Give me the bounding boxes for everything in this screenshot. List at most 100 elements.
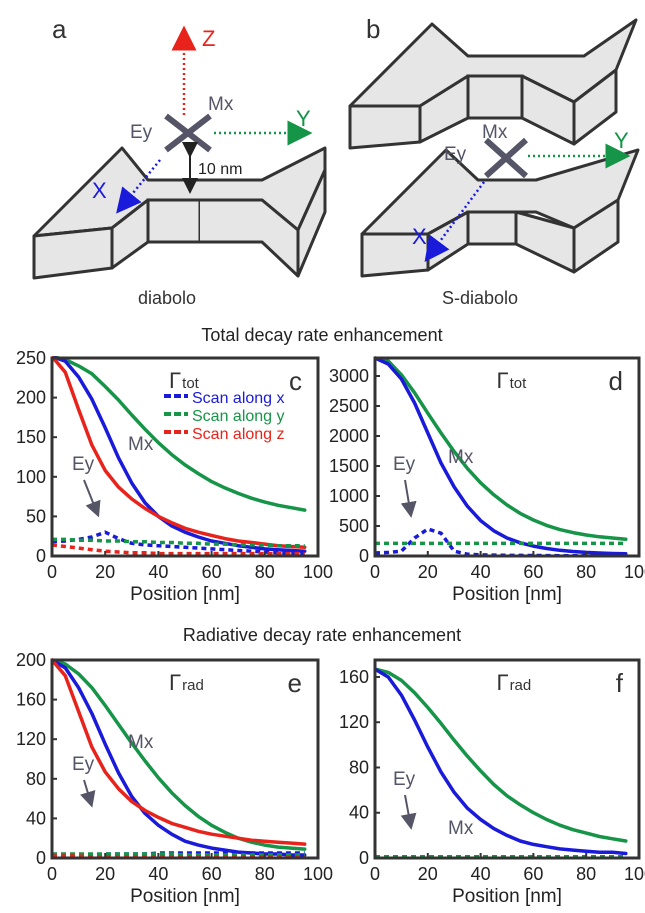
series-group bbox=[52, 356, 307, 556]
x-tick-label: 60 bbox=[202, 562, 222, 582]
ey-curve-label: Ey bbox=[72, 754, 95, 775]
y-tick-label: 40 bbox=[349, 803, 369, 823]
x-tick-label: 100 bbox=[624, 864, 645, 884]
x-tick-label: 20 bbox=[418, 864, 438, 884]
caption-s-diabolo: S-diabolo bbox=[442, 288, 518, 308]
x-tick-label: 20 bbox=[418, 562, 438, 582]
plot-frame bbox=[50, 658, 320, 860]
y-tick-label: 40 bbox=[26, 808, 46, 828]
y-tick-label: 160 bbox=[339, 667, 369, 687]
gamma-label: Γrad bbox=[496, 670, 531, 695]
gap-label: 10 nm bbox=[198, 161, 242, 178]
series-line-z-solid bbox=[52, 658, 307, 846]
x-tick-label: 60 bbox=[523, 562, 543, 582]
y-tick-label: 1000 bbox=[329, 486, 369, 506]
mx-label-a: Mx bbox=[208, 94, 234, 115]
x-tick-label: 80 bbox=[576, 562, 596, 582]
ey-arrow bbox=[400, 794, 417, 830]
x-axis-label: Position [nm] bbox=[130, 886, 240, 907]
ey-arrow bbox=[400, 479, 417, 518]
series-line-y-dashed bbox=[52, 537, 305, 548]
diabolo-left-front bbox=[32, 226, 114, 280]
series-line-x-solid bbox=[52, 356, 307, 553]
x-tick-label: 40 bbox=[471, 562, 491, 582]
mx-curve-label: Mx bbox=[128, 732, 154, 753]
y-tick-label: 80 bbox=[349, 757, 369, 777]
x-tick-label: 80 bbox=[576, 864, 596, 884]
ey-label-a: Ey bbox=[130, 122, 153, 143]
ey-arrow bbox=[80, 779, 96, 808]
y-tick-label: 100 bbox=[16, 467, 46, 487]
chart-c: 0 20 40 60 80 100 0 50 100 150 200 250 Position [nm]… bbox=[16, 348, 333, 605]
section-title-total: Total decay rate enhancement bbox=[201, 325, 442, 345]
series-line-x-solid bbox=[375, 356, 628, 556]
y-tick-label: 2000 bbox=[329, 426, 369, 446]
chart-e: 0 20 40 60 80 100 0 40 80 120 160 200 Position [nm] e… bbox=[16, 650, 333, 907]
panel-letter: d bbox=[609, 366, 623, 396]
legend-label-z: Scan along z bbox=[192, 426, 285, 443]
series-line-x-solid bbox=[375, 667, 628, 856]
gamma-subscript: tot bbox=[510, 375, 528, 392]
series-line-y-dashed bbox=[52, 852, 305, 857]
series-group bbox=[52, 658, 307, 858]
series-group bbox=[375, 667, 628, 858]
x-tick-label: 20 bbox=[95, 562, 115, 582]
schematic-diabolo: a Z Y X Mx Ey 10 nm diabolo bbox=[32, 14, 327, 308]
ey-curve-label: Ey bbox=[393, 454, 416, 475]
x-tick-label: 80 bbox=[255, 864, 275, 884]
y-axis-label-b: Y bbox=[614, 128, 629, 153]
y-tick-label: 1500 bbox=[329, 456, 369, 476]
s-diabolo-upper-gap-face bbox=[466, 74, 524, 120]
diabolo-right-side bbox=[296, 168, 327, 278]
x-tick-label: 80 bbox=[255, 562, 275, 582]
x-tick-label: 100 bbox=[624, 562, 645, 582]
x-tick-label: 40 bbox=[148, 562, 168, 582]
s-diabolo-upper-right-side bbox=[572, 68, 618, 146]
mx-curve-label: Mx bbox=[448, 447, 474, 468]
mx-label-b: Mx bbox=[482, 122, 508, 143]
mx-curve-label: Mx bbox=[448, 818, 474, 839]
x-tick-label: 100 bbox=[303, 864, 333, 884]
series-line-y-solid bbox=[52, 658, 307, 851]
s-diabolo-lower-right-side bbox=[572, 198, 620, 274]
series-line-x-dashed bbox=[52, 530, 305, 556]
chart-f: 0 20 40 60 80 100 0 40 80 120 160 Position [nm] f Γra… bbox=[339, 658, 645, 907]
panel-letter-b: b bbox=[366, 14, 380, 44]
mx-curve-label: Mx bbox=[128, 434, 154, 455]
panel-letter: f bbox=[616, 668, 624, 698]
y-tick-label: 0 bbox=[36, 848, 46, 868]
gamma-subscript: rad bbox=[510, 677, 532, 694]
x-axis-label: Position [nm] bbox=[452, 886, 562, 907]
y-tick-label: 80 bbox=[26, 769, 46, 789]
plot-frame bbox=[373, 658, 641, 860]
x-tick-label: 0 bbox=[370, 864, 380, 884]
y-tick-label: 200 bbox=[16, 650, 46, 670]
y-tick-label: 150 bbox=[16, 427, 46, 447]
chart-d: 020406080100050010001500200025003000Posi… bbox=[329, 356, 645, 605]
caption-diabolo: diabolo bbox=[138, 288, 196, 308]
y-tick-label: 120 bbox=[339, 712, 369, 732]
x-tick-label: 40 bbox=[471, 864, 491, 884]
x-tick-label: 0 bbox=[47, 562, 57, 582]
ey-dipole-a bbox=[164, 113, 212, 153]
y-axis-label-a: Y bbox=[296, 106, 311, 131]
y-tick-label: 250 bbox=[16, 348, 46, 368]
ey-dipole-b bbox=[483, 137, 529, 179]
y-tick-label: 200 bbox=[16, 388, 46, 408]
y-tick-label: 120 bbox=[16, 729, 46, 749]
y-tick-label: 0 bbox=[36, 546, 46, 566]
panel-letter-a: a bbox=[52, 14, 67, 44]
x-axis-label-a: X bbox=[92, 178, 107, 203]
y-tick-label: 500 bbox=[339, 516, 369, 536]
gamma-subscript: rad bbox=[182, 677, 204, 694]
y-tick-label: 3000 bbox=[329, 366, 369, 386]
diabolo-gap-face bbox=[146, 198, 202, 244]
x-tick-label: 0 bbox=[47, 864, 57, 884]
x-tick-label: 60 bbox=[202, 864, 222, 884]
panel-letter: e bbox=[288, 668, 302, 698]
legend-label-x: Scan along x bbox=[192, 390, 285, 407]
x-tick-label: 0 bbox=[370, 562, 380, 582]
